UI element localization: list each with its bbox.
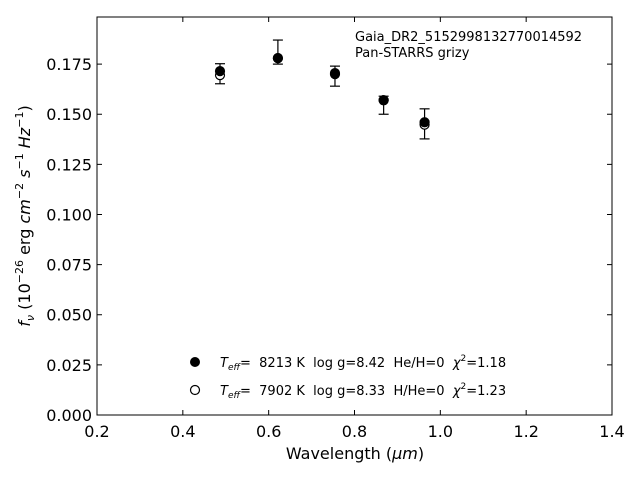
legend-open-marker <box>189 384 201 396</box>
y-axis-label: fν (10−26 erg cm−2 s−1 Hz−1) <box>13 105 37 326</box>
y-tick-label: 0.025 <box>46 356 92 375</box>
annotation-photometry: Pan-STARRS grizy <box>355 46 470 61</box>
y-tick-label: 0.075 <box>46 256 92 275</box>
y-tick-label: 0.175 <box>46 55 92 74</box>
annotation-source-id: Gaia_DR2_5152998132770014592 <box>355 30 582 45</box>
plot-marks <box>214 39 430 140</box>
legend-entry-2: Teff= 7902 K log g=8.33 H/He=0 χ2=1.23 <box>220 382 506 401</box>
x-tick-label: 0.6 <box>256 422 281 441</box>
legend-entry-1: Teff= 8213 K log g=8.42 He/H=0 χ2=1.18 <box>220 354 506 373</box>
x-tick-label: 0.8 <box>342 422 367 441</box>
filled-model-point <box>329 68 341 79</box>
filled-model-point <box>419 117 430 128</box>
x-tick-label: 1.4 <box>599 422 624 441</box>
y-tick-label: 0.000 <box>46 406 92 425</box>
legend-filled-marker <box>190 357 200 367</box>
y-tick-label: 0.050 <box>46 306 92 325</box>
filled-model-point <box>272 53 283 64</box>
filled-model-point <box>214 66 226 77</box>
axis-ticks: 0.2 0.4 0.6 0.8 1.0 1.2 1.4 0.000 0.025 0.050 0.07… <box>46 17 625 441</box>
y-tick-label: 0.150 <box>46 105 92 124</box>
legend: Teff= 8213 K log g=8.42 He/H=0 χ2=1.18 T… <box>189 354 506 401</box>
x-axis-label: Wavelength (μm) <box>286 444 424 463</box>
x-tick-label: 0.4 <box>170 422 195 441</box>
x-tick-label: 1.2 <box>513 422 538 441</box>
filled-model-point <box>378 95 389 106</box>
y-tick-label: 0.100 <box>46 205 92 224</box>
y-tick-label: 0.125 <box>46 155 92 174</box>
x-tick-label: 1.0 <box>428 422 453 441</box>
x-tick-label: 0.2 <box>84 422 109 441</box>
